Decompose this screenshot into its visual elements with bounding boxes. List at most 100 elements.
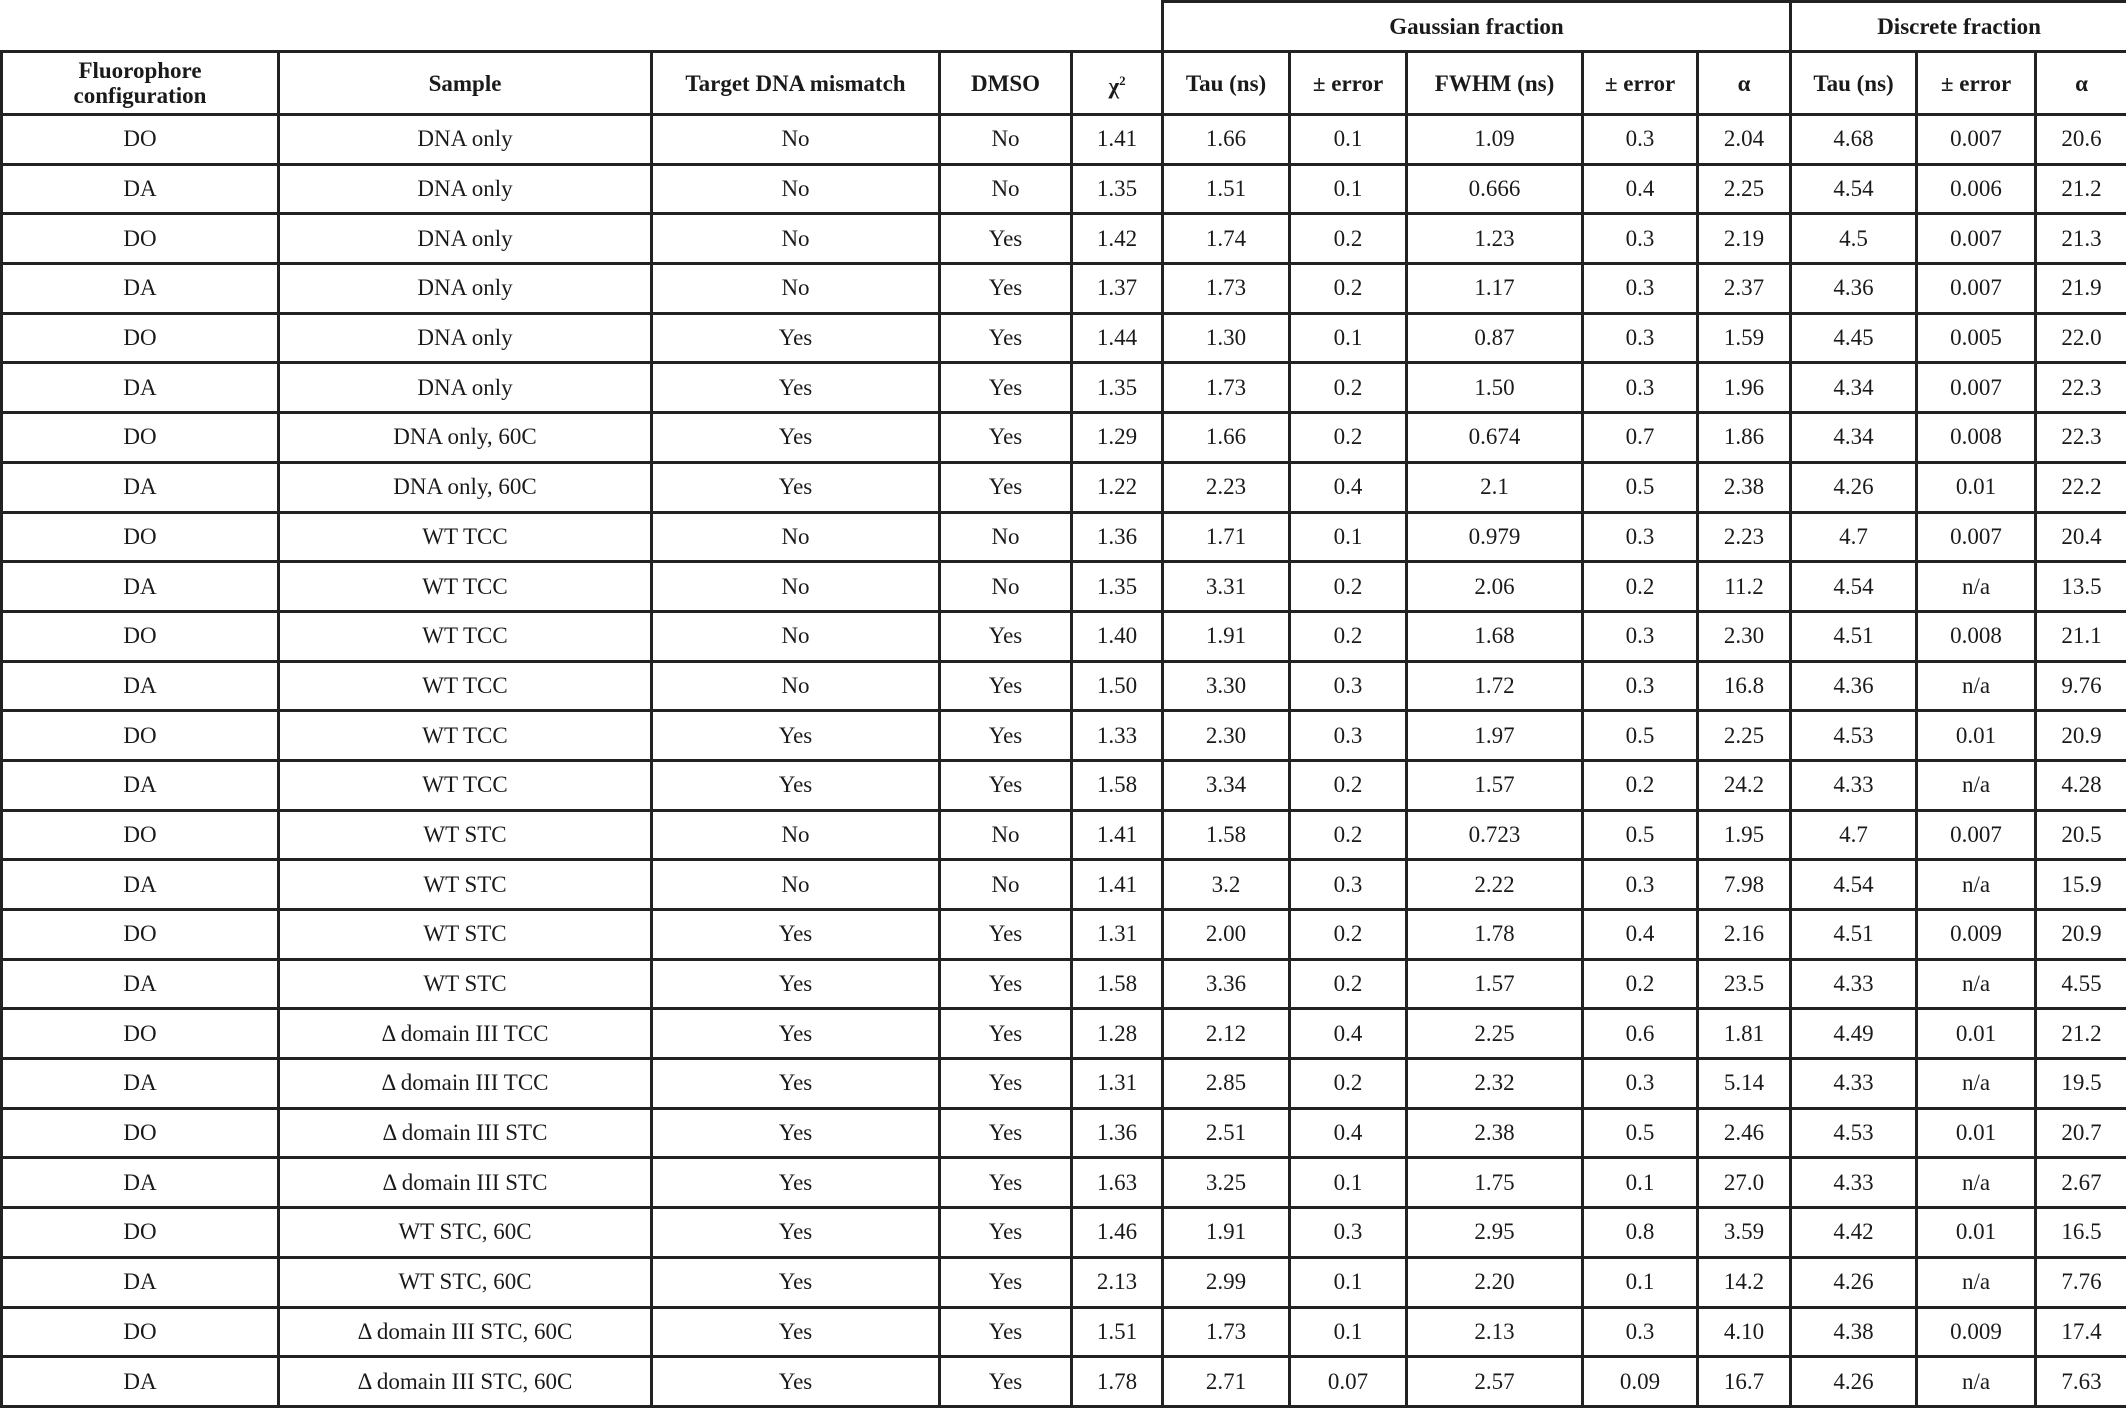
cell-gaussian-tau: 1.71 — [1163, 512, 1290, 562]
cell-fluorophore-configuration: DO — [2, 711, 279, 761]
cell-dmso: No — [940, 860, 1072, 910]
cell-fluorophore-configuration: DO — [2, 214, 279, 264]
cell-gaussian-tau-error: 0.4 — [1290, 1108, 1407, 1158]
cell-gaussian-fwhm-error: 0.3 — [1583, 363, 1698, 413]
column-header-label: FWHM (ns) — [1435, 71, 1554, 96]
cell-gaussian-alpha: 2.38 — [1698, 462, 1791, 512]
cell-gaussian-tau-error: 0.4 — [1290, 1009, 1407, 1059]
cell-chi-squared: 1.41 — [1072, 860, 1163, 910]
cell-gaussian-tau: 1.73 — [1163, 264, 1290, 314]
cell-chi-squared: 1.63 — [1072, 1158, 1163, 1208]
cell-gaussian-tau-error: 0.1 — [1290, 1307, 1407, 1357]
cell-gaussian-alpha: 27.0 — [1698, 1158, 1791, 1208]
cell-dmso: Yes — [940, 313, 1072, 363]
cell-gaussian-alpha: 1.59 — [1698, 313, 1791, 363]
cell-gaussian-alpha: 1.81 — [1698, 1009, 1791, 1059]
cell-target-dna-mismatch: Yes — [652, 959, 940, 1009]
cell-gaussian-alpha: 2.04 — [1698, 115, 1791, 165]
cell-discrete-tau: 4.42 — [1791, 1208, 1917, 1258]
cell-chi-squared: 1.31 — [1072, 910, 1163, 960]
cell-discrete-alpha: 16.5 — [2036, 1208, 2126, 1258]
cell-discrete-tau: 4.33 — [1791, 1158, 1917, 1208]
cell-discrete-tau: 4.51 — [1791, 910, 1917, 960]
column-header-label: DMSO — [971, 71, 1040, 96]
cell-discrete-tau: 4.54 — [1791, 562, 1917, 612]
cell-gaussian-fwhm: 1.17 — [1407, 264, 1583, 314]
cell-dmso: No — [940, 810, 1072, 860]
column-header-gaussian-alpha: α — [1698, 52, 1791, 115]
cell-gaussian-fwhm-error: 0.5 — [1583, 810, 1698, 860]
cell-gaussian-tau-error: 0.1 — [1290, 313, 1407, 363]
cell-sample: DNA only — [279, 115, 652, 165]
cell-gaussian-tau: 1.51 — [1163, 164, 1290, 214]
cell-fluorophore-configuration: DA — [2, 959, 279, 1009]
cell-discrete-tau-error: 0.007 — [1917, 264, 2036, 314]
cell-discrete-alpha: 21.2 — [2036, 1009, 2126, 1059]
cell-dmso: Yes — [940, 1208, 1072, 1258]
cell-fluorophore-configuration: DO — [2, 810, 279, 860]
cell-gaussian-alpha: 2.16 — [1698, 910, 1791, 960]
cell-target-dna-mismatch: Yes — [652, 910, 940, 960]
cell-discrete-alpha: 21.9 — [2036, 264, 2126, 314]
cell-chi-squared: 1.35 — [1072, 562, 1163, 612]
cell-discrete-tau-error: 0.01 — [1917, 711, 2036, 761]
cell-discrete-tau: 4.54 — [1791, 860, 1917, 910]
cell-target-dna-mismatch: No — [652, 562, 940, 612]
cell-target-dna-mismatch: Yes — [652, 711, 940, 761]
cell-target-dna-mismatch: Yes — [652, 1158, 940, 1208]
cell-gaussian-alpha: 2.25 — [1698, 164, 1791, 214]
cell-discrete-tau: 4.68 — [1791, 115, 1917, 165]
cell-gaussian-fwhm: 2.06 — [1407, 562, 1583, 612]
cell-discrete-tau: 4.7 — [1791, 512, 1917, 562]
cell-discrete-alpha: 2.67 — [2036, 1158, 2126, 1208]
cell-discrete-tau: 4.45 — [1791, 313, 1917, 363]
cell-gaussian-tau: 1.30 — [1163, 313, 1290, 363]
cell-sample: Δ domain III TCC — [279, 1009, 652, 1059]
cell-gaussian-tau-error: 0.1 — [1290, 115, 1407, 165]
cell-fluorophore-configuration: DO — [2, 910, 279, 960]
cell-gaussian-fwhm-error: 0.3 — [1583, 214, 1698, 264]
cell-gaussian-alpha: 5.14 — [1698, 1059, 1791, 1109]
cell-gaussian-fwhm-error: 0.3 — [1583, 611, 1698, 661]
cell-sample: WT TCC — [279, 760, 652, 810]
cell-dmso: Yes — [940, 1357, 1072, 1407]
cell-sample: Δ domain III STC, 60C — [279, 1307, 652, 1357]
cell-gaussian-alpha: 2.25 — [1698, 711, 1791, 761]
cell-target-dna-mismatch: Yes — [652, 1257, 940, 1307]
cell-discrete-tau: 4.26 — [1791, 1257, 1917, 1307]
cell-gaussian-fwhm: 2.20 — [1407, 1257, 1583, 1307]
cell-fluorophore-configuration: DO — [2, 1108, 279, 1158]
cell-sample: WT TCC — [279, 661, 652, 711]
column-header-sample: Sample — [279, 52, 652, 115]
cell-gaussian-fwhm-error: 0.3 — [1583, 512, 1698, 562]
cell-fluorophore-configuration: DO — [2, 1307, 279, 1357]
cell-target-dna-mismatch: No — [652, 810, 940, 860]
cell-gaussian-tau: 3.25 — [1163, 1158, 1290, 1208]
column-header-label: Target DNA mismatch — [685, 71, 905, 96]
cell-gaussian-tau-error: 0.2 — [1290, 1059, 1407, 1109]
cell-discrete-tau-error: n/a — [1917, 1158, 2036, 1208]
column-header-label: Fluorophore configuration — [74, 58, 207, 108]
cell-target-dna-mismatch: No — [652, 115, 940, 165]
column-header-fluorophore-configuration: Fluorophore configuration — [2, 52, 279, 115]
cell-target-dna-mismatch: No — [652, 214, 940, 264]
cell-target-dna-mismatch: Yes — [652, 1357, 940, 1407]
cell-gaussian-tau-error: 0.1 — [1290, 1158, 1407, 1208]
cell-discrete-tau: 4.5 — [1791, 214, 1917, 264]
cell-gaussian-fwhm: 2.25 — [1407, 1009, 1583, 1059]
cell-discrete-alpha: 7.63 — [2036, 1357, 2126, 1407]
cell-gaussian-tau: 2.71 — [1163, 1357, 1290, 1407]
cell-discrete-tau: 4.36 — [1791, 264, 1917, 314]
cell-gaussian-fwhm-error: 0.3 — [1583, 860, 1698, 910]
cell-gaussian-alpha: 4.10 — [1698, 1307, 1791, 1357]
cell-chi-squared: 1.41 — [1072, 115, 1163, 165]
cell-discrete-alpha: 21.3 — [2036, 214, 2126, 264]
cell-fluorophore-configuration: DO — [2, 1208, 279, 1258]
